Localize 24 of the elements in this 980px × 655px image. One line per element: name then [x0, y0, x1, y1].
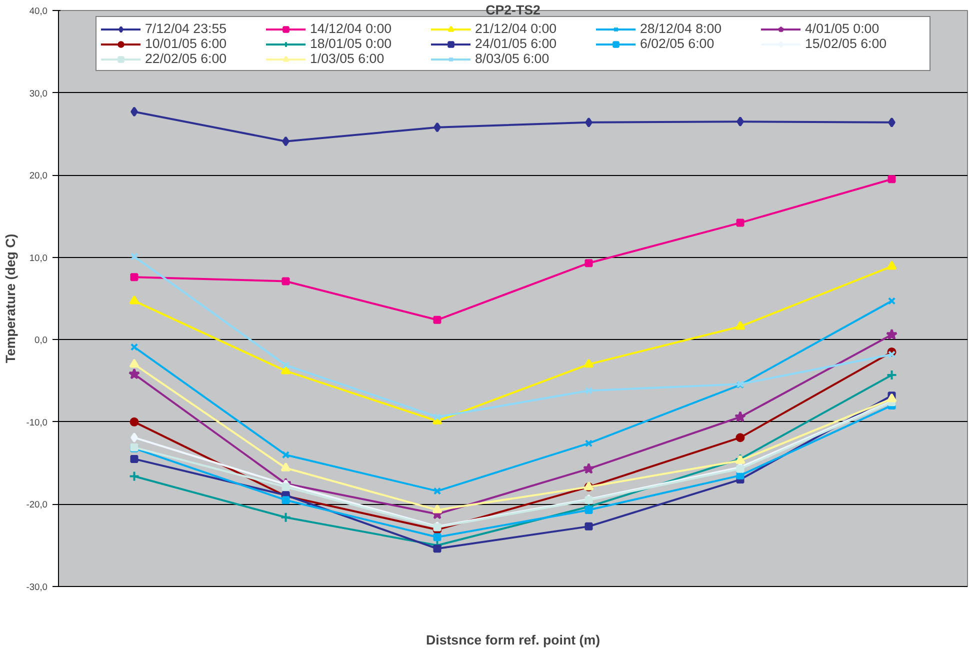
chart-title: CP2-TS2 [486, 2, 540, 18]
y-axis-title: Temperature (deg C) [3, 234, 18, 364]
legend-label: 22/02/05 6:00 [145, 51, 228, 66]
legend-label: 28/12/04 8:00 [640, 21, 723, 36]
legend-label: 14/12/04 0:00 [310, 21, 393, 36]
legend-label: 21/12/04 0:00 [475, 21, 558, 36]
x-axis-title: Distsnce form ref. point (m) [426, 632, 600, 648]
y-tick-label: 10,0 [29, 252, 48, 263]
legend-label: 1/03/05 6:00 [310, 51, 386, 66]
y-tick-label: -10,0 [26, 417, 48, 428]
legend-label: 10/01/05 6:00 [145, 36, 228, 51]
y-tick-label: 30,0 [29, 88, 48, 98]
legend-label: 24/01/05 6:00 [475, 36, 558, 51]
legend-label: 6/02/05 6:00 [640, 36, 716, 51]
y-tick-label: -30,0 [26, 582, 48, 592]
legend-label: 4/01/05 0:00 [805, 21, 880, 36]
y-tick-label: 40,0 [29, 6, 48, 16]
legend-label: 15/02/05 6:00 [805, 36, 888, 51]
y-tick-label: 20,0 [29, 170, 48, 181]
y-tick-label: -20,0 [26, 500, 48, 510]
legend-label: 8/03/05 6:00 [475, 51, 550, 66]
y-tick-label: 0,0 [34, 335, 48, 346]
legend-label: 7/12/04 23:55 [145, 21, 228, 36]
legend-label: 18/01/05 0:00 [310, 36, 393, 51]
